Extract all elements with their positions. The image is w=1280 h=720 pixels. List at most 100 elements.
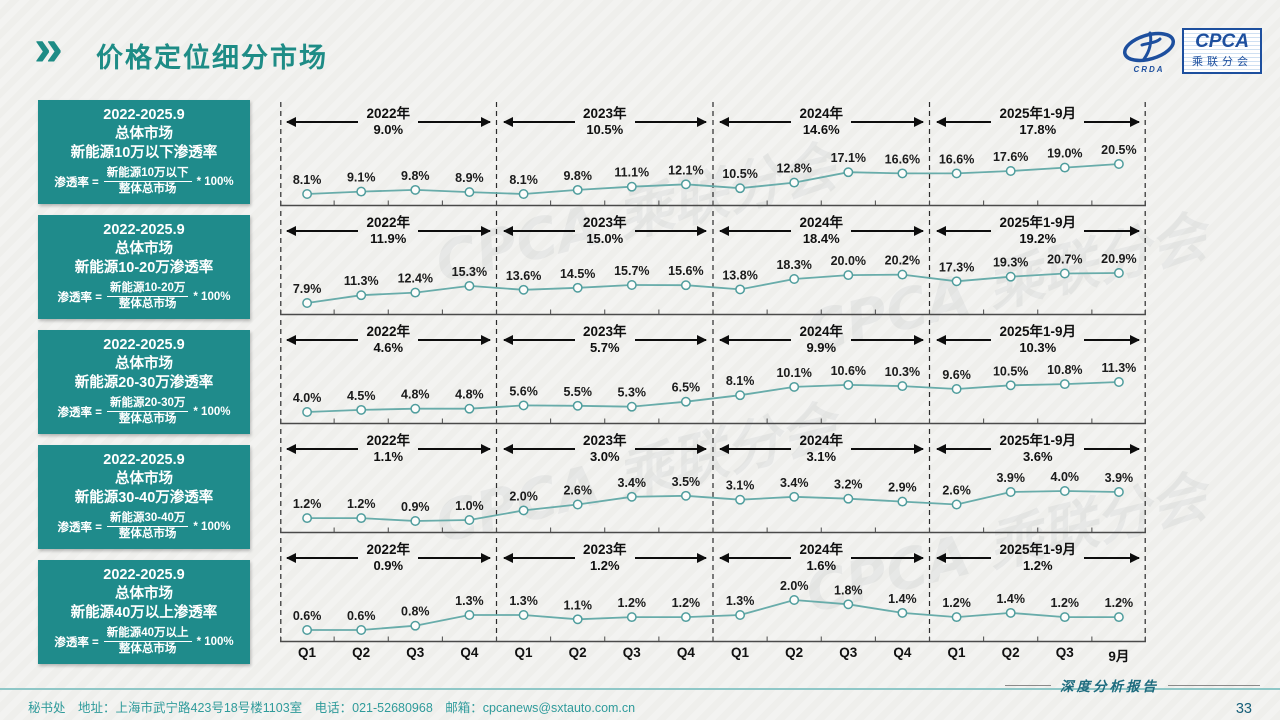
- svg-text:20.2%: 20.2%: [885, 254, 920, 268]
- segment-yearly-rate: 3.6%: [1022, 449, 1053, 465]
- year-segment-header: 2024年 3.1%: [713, 429, 930, 469]
- segment-headers: 2022年 4.6% 2023年 5.7% 2024年 9.9%: [280, 320, 1146, 360]
- penetration-formula: 渗透率 = 新能源20-30万 整体总市场 * 100%: [38, 396, 250, 428]
- svg-text:10.8%: 10.8%: [1047, 363, 1082, 377]
- x-axis-label: Q3: [622, 645, 641, 660]
- line-chart-row-4: 2022年 1.1% 2023年 3.0% 2024年 3.1%: [280, 427, 1146, 534]
- svg-text:9.6%: 9.6%: [942, 368, 971, 382]
- svg-text:10.5%: 10.5%: [722, 167, 757, 181]
- svg-text:3.9%: 3.9%: [1105, 471, 1134, 485]
- segment-year: 2024年: [799, 541, 844, 557]
- left-arrow-icon: [502, 117, 575, 127]
- formula-fraction: 新能源20-30万 整体总市场: [106, 396, 189, 428]
- segment-yearly-rate: 15.0%: [586, 231, 624, 247]
- x-axis-label: Q2: [568, 645, 587, 660]
- svg-text:6.5%: 6.5%: [672, 381, 701, 395]
- right-arrow-icon: [851, 444, 925, 454]
- svg-text:17.3%: 17.3%: [939, 260, 974, 274]
- segment-yearly-rate: 19.2%: [1019, 231, 1057, 247]
- formula-prefix: 渗透率 =: [57, 291, 102, 304]
- svg-text:5.6%: 5.6%: [509, 384, 537, 398]
- svg-text:20.5%: 20.5%: [1101, 143, 1136, 157]
- segment-year: 2023年: [582, 323, 627, 339]
- right-arrow-icon: [851, 553, 925, 563]
- penetration-formula: 渗透率 = 新能源40万以上 整体总市场 * 100%: [38, 626, 250, 658]
- year-segment-header: 2024年 18.4%: [713, 211, 930, 251]
- svg-text:2.6%: 2.6%: [942, 484, 971, 498]
- formula-numerator: 新能源20-30万: [106, 396, 189, 413]
- svg-text:1.2%: 1.2%: [347, 497, 376, 511]
- svg-text:3.5%: 3.5%: [672, 475, 701, 489]
- left-arrow-icon: [718, 117, 792, 127]
- card-title-line: 2022-2025.9: [103, 567, 185, 583]
- card-title-line: 总体市场: [115, 125, 173, 142]
- segment-year: 2022年: [366, 432, 411, 448]
- formula-fraction: 新能源10万以下 整体总市场: [103, 166, 192, 198]
- formula-prefix: 渗透率 =: [54, 176, 99, 189]
- segment-year: 2025年1-9月: [999, 105, 1077, 121]
- left-arrow-icon: [935, 117, 992, 127]
- year-segment-header: 2023年 1.2%: [497, 538, 714, 578]
- right-arrow-icon: [1084, 226, 1140, 236]
- segment-headers: 2022年 11.9% 2023年 15.0% 2024年 18.4%: [280, 211, 1146, 251]
- svg-text:15.7%: 15.7%: [614, 264, 649, 278]
- svg-text:1.2%: 1.2%: [942, 596, 971, 610]
- x-axis-label: Q3: [1055, 645, 1074, 660]
- segment-text: 2023年 10.5%: [575, 105, 635, 139]
- year-segment-header: 2023年 10.5%: [497, 102, 714, 142]
- segment-headers: 2022年 0.9% 2023年 1.2% 2024年 1.6%: [280, 538, 1146, 578]
- svg-text:4.8%: 4.8%: [455, 388, 484, 402]
- segment-year: 2025年1-9月: [999, 214, 1077, 230]
- svg-text:12.1%: 12.1%: [668, 163, 703, 177]
- svg-text:15.3%: 15.3%: [452, 265, 487, 279]
- left-arrow-icon: [285, 335, 359, 345]
- line-chart-row-2: 2022年 11.9% 2023年 15.0% 2024年 18.4%: [280, 209, 1146, 316]
- svg-text:1.2%: 1.2%: [293, 497, 322, 511]
- penetration-formula: 渗透率 = 新能源30-40万 整体总市场 * 100%: [38, 511, 250, 543]
- left-arrow-icon: [935, 335, 992, 345]
- left-arrow-icon: [285, 553, 359, 563]
- left-arrow-icon: [285, 444, 359, 454]
- x-axis-label: Q1: [947, 645, 966, 660]
- year-segment-header: 2025年1-9月 1.2%: [930, 538, 1147, 578]
- svg-text:8.1%: 8.1%: [726, 374, 755, 388]
- card-title-line: 新能源10-20万渗透率: [74, 259, 214, 276]
- right-arrow-icon: [1084, 335, 1140, 345]
- segment-year: 2023年: [582, 432, 627, 448]
- svg-text:1.2%: 1.2%: [672, 596, 701, 610]
- double-chevron-icon: »: [34, 19, 63, 77]
- formula-multiplier: * 100%: [193, 405, 231, 418]
- left-arrow-icon: [935, 226, 992, 236]
- segment-year: 2025年1-9月: [999, 432, 1077, 448]
- svg-text:17.6%: 17.6%: [993, 150, 1028, 164]
- x-axis-label: Q4: [676, 645, 695, 660]
- x-axis-label: Q4: [893, 645, 912, 660]
- svg-text:1.3%: 1.3%: [509, 594, 537, 608]
- segment-yearly-rate: 3.1%: [806, 449, 837, 465]
- card-title-line: 新能源30-40万渗透率: [74, 489, 214, 506]
- svg-text:8.1%: 8.1%: [509, 173, 537, 187]
- left-arrow-icon: [502, 226, 575, 236]
- segment-text: 2023年 3.0%: [575, 432, 635, 466]
- left-arrow-icon: [718, 226, 792, 236]
- right-arrow-icon: [418, 226, 492, 236]
- segment-yearly-rate: 1.2%: [589, 558, 620, 574]
- year-segment-header: 2022年 4.6%: [280, 320, 497, 360]
- content: 2022-2025.9 总体市场 新能源10万以下渗透率 渗透率 = 新能源10万以…: [38, 100, 1213, 675]
- year-segment-header: 2022年 11.9%: [280, 211, 497, 251]
- card-title-line: 总体市场: [115, 470, 173, 487]
- year-segment-header: 2025年1-9月 3.6%: [930, 429, 1147, 469]
- right-arrow-icon: [634, 553, 708, 563]
- card-title-line: 2022-2025.9: [103, 452, 185, 468]
- svg-text:3.2%: 3.2%: [834, 478, 863, 492]
- right-arrow-icon: [418, 335, 492, 345]
- chart-plot: 4.0% 4.5% 4.8% 4.8% 5.6% 5.5% 5.3% 6.5% 8.1% 10.1…: [280, 320, 1146, 425]
- segment-text: 2025年1-9月 17.8%: [991, 105, 1084, 139]
- svg-text:3.4%: 3.4%: [618, 476, 647, 490]
- year-segment-header: 2023年 5.7%: [497, 320, 714, 360]
- segment-text: 2023年 15.0%: [575, 214, 635, 248]
- segment-yearly-rate: 5.7%: [589, 340, 620, 356]
- svg-text:2.6%: 2.6%: [563, 484, 592, 498]
- segment-text: 2025年1-9月 19.2%: [991, 214, 1084, 248]
- left-arrow-icon: [502, 335, 575, 345]
